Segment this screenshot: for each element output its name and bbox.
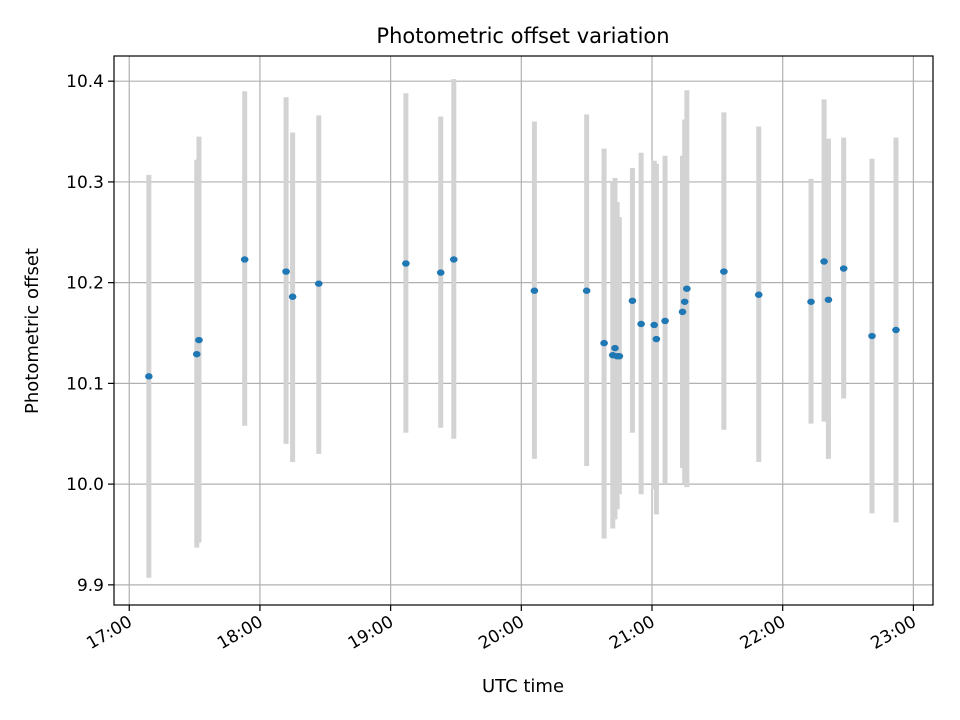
data-point [600, 339, 608, 347]
data-point [582, 287, 591, 294]
data-point [720, 268, 728, 275]
data-point [892, 326, 900, 334]
data-points [145, 256, 900, 380]
y-tick-label: 10.2 [66, 274, 104, 294]
data-point [754, 291, 763, 298]
data-point [530, 287, 539, 294]
y-tick-label: 10.0 [66, 475, 104, 495]
data-point [145, 373, 153, 380]
data-point [240, 256, 249, 263]
x-tick-label: 19:00 [345, 612, 397, 654]
error-bars [146, 79, 899, 578]
y-axis-label: Photometric offset [22, 248, 43, 414]
data-point [282, 268, 290, 275]
x-tick-label: 22:00 [737, 612, 789, 654]
y-tick-label: 10.3 [66, 173, 104, 193]
data-point [628, 297, 637, 304]
x-axis-label: UTC time [482, 676, 564, 697]
x-tick-label: 20:00 [475, 612, 527, 654]
data-point [195, 336, 203, 344]
data-point [807, 298, 815, 305]
y-axis-ticks: 9.9 10.0 10.1 10.2 10.3 10.4 [66, 72, 114, 596]
data-point [449, 256, 458, 263]
data-point [661, 317, 669, 325]
y-tick-label: 9.9 [77, 576, 104, 596]
y-tick-label: 10.4 [66, 72, 104, 92]
x-tick-label: 17:00 [83, 612, 135, 654]
data-point [678, 308, 687, 316]
plot-frame [113, 55, 934, 606]
x-axis-ticks: 17:00 18:00 19:00 20:00 21:00 22:00 23:00 [83, 605, 920, 654]
x-tick-label: 23:00 [867, 612, 919, 654]
data-point [314, 280, 323, 287]
data-point [436, 269, 445, 276]
data-point [288, 293, 297, 300]
y-tick-label: 10.1 [66, 374, 104, 394]
x-tick-label: 21:00 [606, 612, 658, 654]
data-point [839, 265, 848, 272]
data-point [611, 344, 619, 352]
data-point [680, 298, 689, 305]
x-tick-label: 18:00 [214, 612, 266, 654]
data-point [820, 258, 828, 265]
chart-title: Photometric offset variation [376, 24, 669, 48]
data-point [652, 335, 661, 343]
data-point [402, 260, 410, 267]
data-point [615, 352, 624, 360]
data-point [683, 285, 691, 292]
data-point [650, 321, 658, 329]
data-point [868, 332, 876, 340]
data-point [824, 296, 833, 303]
data-point [192, 350, 201, 358]
data-point [637, 320, 645, 328]
